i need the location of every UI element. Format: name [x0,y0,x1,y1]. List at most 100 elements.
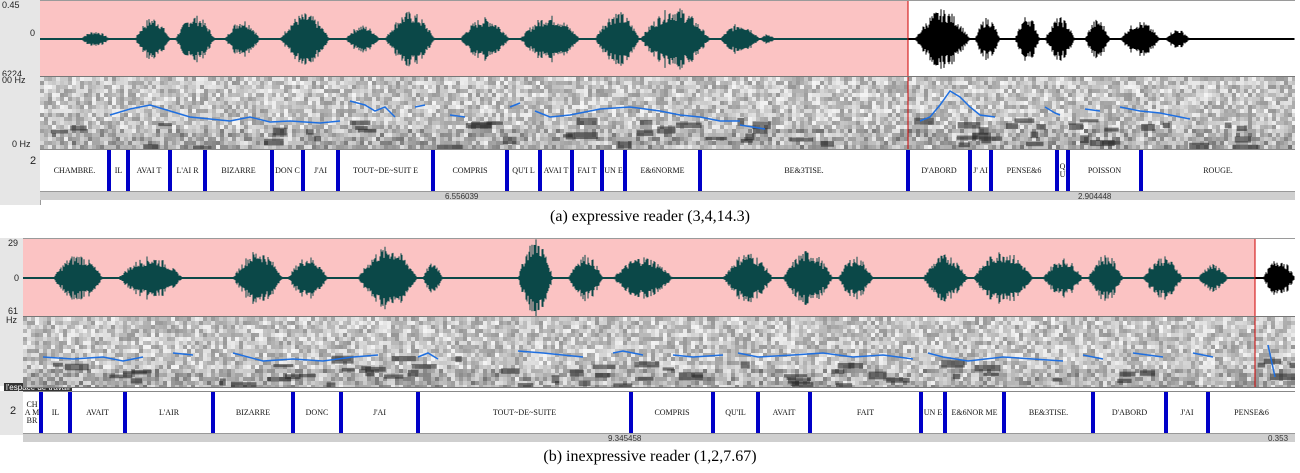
boundary-marker[interactable] [1002,392,1006,434]
boundary-marker[interactable] [431,150,435,192]
interval[interactable]: DON C [272,150,303,192]
interval-label: L'AIR [158,408,180,417]
interval[interactable]: UN E [921,392,945,434]
interval[interactable]: IL [109,150,128,192]
boundary-marker[interactable] [906,150,910,192]
boundary-marker[interactable] [505,150,509,192]
interval[interactable]: AVAIT [758,392,810,434]
boundary-marker[interactable] [203,150,207,192]
boundary-marker[interactable] [989,150,993,192]
boundary-marker[interactable] [1066,150,1070,192]
boundary-marker[interactable] [600,150,604,192]
interval[interactable]: PENSE&6 [991,150,1057,192]
interval[interactable]: QU'IL [713,392,758,434]
interval-label: BE&3TISE. [1028,408,1069,417]
boundary-marker[interactable] [1164,392,1168,434]
boundary-marker[interactable] [39,392,43,434]
figure-caption-b: (b) inexpressive reader (1,2,7.67) [543,448,757,465]
interval[interactable]: J'AI [341,392,418,434]
interval[interactable]: BE&3TISE. [1004,392,1093,434]
interval[interactable]: CH A M BR [23,392,41,434]
interval[interactable]: D'ABORD [1093,392,1166,434]
interval[interactable]: UN E [602,150,625,192]
interval[interactable]: PENSE&6 [1208,392,1295,434]
boundary-marker[interactable] [339,392,343,434]
spectrogram-max-label: Hz [6,315,17,325]
boundary-marker[interactable] [168,150,172,192]
boundary-marker[interactable] [107,150,111,192]
interval-label: UN E [604,166,623,175]
waveform-view[interactable] [40,0,1295,77]
interval[interactable]: AVAIT [70,392,125,434]
boundary-marker[interactable] [126,150,130,192]
interval[interactable]: J' AI [970,150,991,192]
boundary-marker[interactable] [1055,150,1059,192]
interval[interactable]: J'AI [1166,392,1208,434]
interval[interactable]: COMPRIS [631,392,713,434]
boundary-marker[interactable] [1139,150,1143,192]
boundary-marker[interactable] [301,150,305,192]
boundary-marker[interactable] [416,392,420,434]
boundary-marker[interactable] [943,392,947,434]
interval[interactable]: L'AIR [125,392,213,434]
pitch-contour [232,352,379,362]
pitch-contour [534,106,740,122]
boundary-marker[interactable] [1091,392,1095,434]
interval[interactable]: FAIT [810,392,921,434]
praat-window-inexpressive: 29 0 61 Hz l'espace de travail 2 CH A M … [0,238,1300,473]
interval[interactable]: L'AI R [170,150,205,192]
interval[interactable]: BIZARRE [213,392,293,434]
boundary-marker[interactable] [629,392,633,434]
interval[interactable]: AVAI T [128,150,170,192]
boundary-marker[interactable] [808,392,812,434]
interval[interactable]: E&6NOR ME [945,392,1004,434]
interval[interactable]: TOUT~DE~SUIT E [338,150,433,192]
waveform-view[interactable] [23,238,1295,317]
interval[interactable]: COMPRIS [433,150,507,192]
boundary-marker[interactable] [211,392,215,434]
pitch-contour [1044,106,1061,116]
boundary-marker[interactable] [623,150,627,192]
interval[interactable]: J'AI [303,150,338,192]
interval-label: UN E [923,408,943,417]
boundary-marker[interactable] [570,150,574,192]
pitch-contour [172,352,194,356]
interval[interactable]: BE&3TISE. [700,150,908,192]
waveform-signal [23,239,1295,317]
interval[interactable]: BIZARRE [205,150,272,192]
spectrogram-svg [40,77,1295,150]
waveform-zero-label: 0 [30,28,36,38]
interval[interactable]: TOUT~DE~SUITE [418,392,631,434]
remaining-duration: 2.904448 [1078,192,1112,201]
spectrogram-view[interactable] [23,316,1295,388]
interval[interactable]: DONC [293,392,341,434]
interval[interactable]: AVAI T [540,150,572,192]
boundary-marker[interactable] [123,392,127,434]
waveform-min-label: 6224 [2,69,23,79]
boundary-marker[interactable] [336,150,340,192]
interval[interactable]: CHAMBRE. [40,150,109,192]
boundary-marker[interactable] [291,392,295,434]
interval[interactable]: FAI T [572,150,602,192]
interval[interactable]: ROUGE. [1141,150,1295,192]
boundary-marker[interactable] [919,392,923,434]
boundary-marker[interactable] [538,150,542,192]
boundary-marker[interactable] [711,392,715,434]
interval[interactable]: POISSON [1068,150,1141,192]
textgrid-tier[interactable]: CHAMBRE. IL AVAI T L'AI R BIZARRE DON C J'AI TO… [40,149,1295,192]
interval[interactable]: E&6NORME [625,150,700,192]
tier-number: 2 [10,405,17,417]
waveform-max-label: 29 [8,238,19,248]
boundary-marker[interactable] [698,150,702,192]
textgrid-tier[interactable]: CH A M BR IL AVAIT L'AIR BIZARRE DONC J'AI TOUT… [23,391,1295,434]
spectrogram-view[interactable] [40,76,1295,151]
boundary-marker[interactable] [68,392,72,434]
interval[interactable]: QU'I L [507,150,540,192]
interval[interactable]: IL [41,392,70,434]
boundary-marker[interactable] [968,150,972,192]
boundary-marker[interactable] [756,392,760,434]
interval[interactable]: Q U [1057,150,1068,192]
interval[interactable]: D'ABORD [908,150,970,192]
boundary-marker[interactable] [1206,392,1210,434]
boundary-marker[interactable] [270,150,274,192]
